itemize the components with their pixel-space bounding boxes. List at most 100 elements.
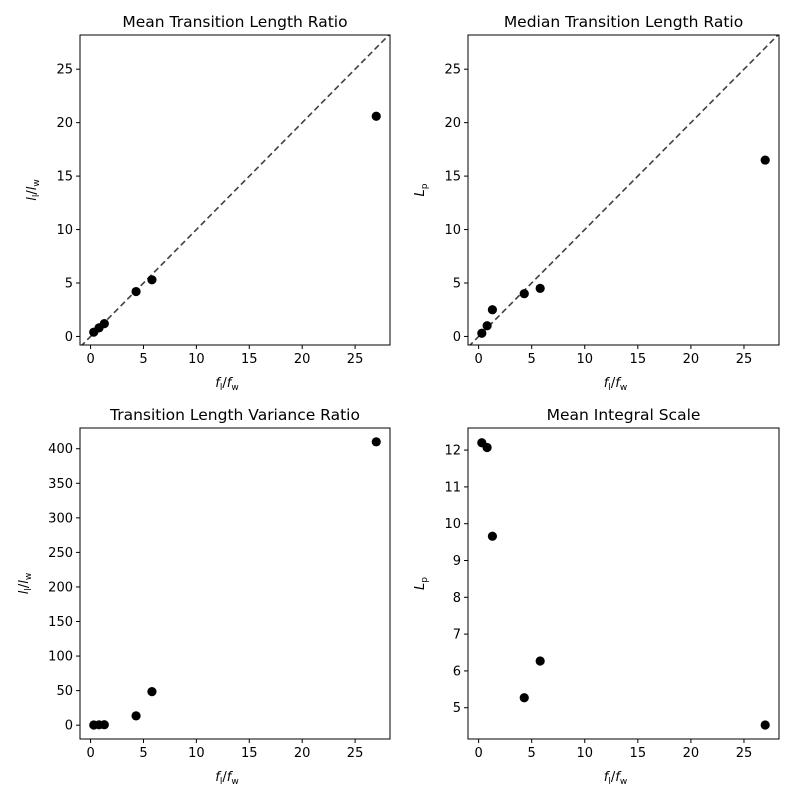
label-part: f [604,770,611,785]
x-tick-label: 10 [576,352,593,367]
data-point [371,111,381,121]
label-subscript: w [32,179,42,186]
x-tick-label: 0 [474,352,482,367]
x-tick-label: 15 [630,746,647,761]
label-subscript: l [24,588,34,591]
y-tick-label: 350 [48,477,73,492]
plot-frame [467,34,780,346]
label-part: f [227,376,234,391]
plot-frame [79,427,391,740]
label-part: L [413,189,428,196]
label-part: l [17,590,32,594]
label-subscript: l [32,195,42,198]
label-part: / [222,376,227,391]
plot-frame [467,427,780,740]
panel-mean-integral-scale: Mean Integral Scale 0 5 10 15 20 25 5 6 7 8 9 10 11 1… [413,406,780,787]
panel-title: Median Transition Length Ratio [504,13,743,31]
x-tick-label: 0 [86,352,94,367]
data-point [477,328,487,338]
y-tick-label: 0 [65,719,73,734]
label-subscript: l [608,383,611,393]
y-tick-label: 15 [56,170,73,185]
y-tick-label: 12 [444,444,461,459]
y-tick-label: 10 [56,223,73,238]
y-tick-label: 300 [48,511,73,526]
y-axis-label: Lp [413,183,430,196]
y-tick-label: 20 [444,116,461,131]
panel-title: Transition Length Variance Ratio [109,406,360,424]
data-point [147,687,157,697]
label-subscript: w [620,777,627,787]
y-tick-label: 9 [453,554,461,569]
label-subscript: l [608,777,611,787]
y-tick-label: 8 [453,591,461,606]
x-tick-label: 20 [683,352,700,367]
data-point [482,442,492,453]
data-point [760,720,770,730]
label-part: L [413,583,428,590]
y-tick-label: 10 [444,223,461,238]
y-tick-label: 5 [65,277,73,292]
data-point [760,155,770,165]
data-point [131,286,141,297]
y-tick-label: 400 [48,442,73,457]
x-tick-label: 15 [241,746,258,761]
x-tick-label: 0 [86,746,94,761]
y-tick-label: 11 [444,480,461,495]
label-part: f [215,376,222,391]
y-tick-label: 20 [56,116,73,131]
x-tick-label: 5 [139,746,147,761]
x-tick-label: 15 [241,352,258,367]
x-axis-label: fl/fw [604,770,627,787]
y-axis-label: ll/lw [17,573,34,595]
y-axis-label: Lp [413,577,430,590]
label-subscript: w [24,573,34,580]
panel-title: Mean Transition Length Ratio [122,13,347,31]
panel-mean-transition-length-ratio: Mean Transition Length Ratio 0 5 10 15 20 25 0… [25,13,391,393]
x-tick-label: 10 [188,746,205,761]
data-point [147,275,157,285]
x-tick-label: 20 [294,352,311,367]
y-tick-label: 25 [444,63,461,78]
data-point [99,319,109,329]
y-tick-label: 6 [453,664,461,679]
x-axis-label: fl/fw [215,770,238,787]
label-subscript: w [620,383,627,393]
y-tick-label: 10 [444,517,461,532]
x-axis-label: fl/fw [215,376,238,393]
label-part: / [222,770,227,785]
label-part: / [25,190,40,195]
label-part: f [215,770,222,785]
x-axis-label: fl/fw [604,376,627,393]
label-part: l [25,197,40,201]
x-tick-label: 20 [683,746,700,761]
y-tick-label: 15 [444,170,461,185]
x-tick-label: 25 [736,746,753,761]
y-tick-label: 5 [453,701,461,716]
x-tick-label: 5 [528,352,536,367]
x-tick-label: 15 [630,352,647,367]
label-part: f [615,376,622,391]
label-part: / [17,583,32,588]
data-point [519,289,529,299]
x-tick-label: 5 [139,352,147,367]
x-tick-label: 25 [736,352,753,367]
data-point [371,437,381,447]
label-subscript: w [231,383,238,393]
y-tick-label: 250 [48,546,73,561]
y-tick-label: 5 [453,277,461,292]
label-part: l [25,186,40,190]
x-tick-label: 10 [576,746,593,761]
panel-transition-length-variance-ratio: Transition Length Variance Ratio 0 5 10 15 2… [17,406,391,787]
data-point [99,720,109,730]
label-part: f [604,376,611,391]
label-subscript: l [220,383,223,393]
y-tick-label: 7 [453,628,461,643]
data-point [487,305,498,315]
label-part: f [615,770,622,785]
label-subscript: p [420,577,430,583]
label-subscript: l [220,777,223,787]
data-point [487,531,498,541]
panel-title: Mean Integral Scale [547,406,701,424]
